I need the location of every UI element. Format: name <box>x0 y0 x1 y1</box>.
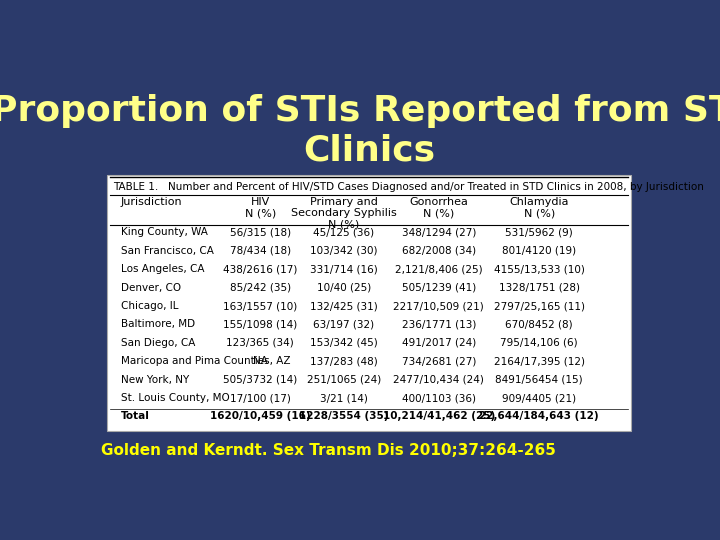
Text: Gonorrhea
N (%): Gonorrhea N (%) <box>409 197 468 218</box>
Text: 236/1771 (13): 236/1771 (13) <box>402 320 476 329</box>
Text: 10/40 (25): 10/40 (25) <box>317 282 371 293</box>
Text: 531/5962 (9): 531/5962 (9) <box>505 227 573 238</box>
Text: 909/4405 (21): 909/4405 (21) <box>502 393 576 403</box>
Text: 438/2616 (17): 438/2616 (17) <box>223 264 297 274</box>
Text: Total: Total <box>121 411 150 421</box>
Text: Denver, CO: Denver, CO <box>121 282 181 293</box>
Text: 505/3732 (14): 505/3732 (14) <box>223 375 297 384</box>
Text: HIV
N (%): HIV N (%) <box>245 197 276 218</box>
Text: Chicago, IL: Chicago, IL <box>121 301 178 311</box>
Text: 163/1557 (10): 163/1557 (10) <box>223 301 297 311</box>
Text: St. Louis County, MO: St. Louis County, MO <box>121 393 230 403</box>
Text: TABLE 1.   Number and Percent of HIV/STD Cases Diagnosed and/or Treated in STD C: TABLE 1. Number and Percent of HIV/STD C… <box>114 183 704 192</box>
Text: 1328/1751 (28): 1328/1751 (28) <box>499 282 580 293</box>
Text: San Francisco, CA: San Francisco, CA <box>121 246 214 256</box>
Text: 45/125 (36): 45/125 (36) <box>313 227 374 238</box>
Text: 682/2008 (34): 682/2008 (34) <box>402 246 476 256</box>
Text: Baltimore, MD: Baltimore, MD <box>121 320 195 329</box>
Text: 1620/10,459 (16): 1620/10,459 (16) <box>210 411 310 421</box>
Text: Jurisdiction: Jurisdiction <box>121 197 182 207</box>
Text: 63/197 (32): 63/197 (32) <box>313 320 374 329</box>
Text: 155/1098 (14): 155/1098 (14) <box>223 320 297 329</box>
Text: 22,644/184,643 (12): 22,644/184,643 (12) <box>480 411 599 421</box>
Text: 2797/25,165 (11): 2797/25,165 (11) <box>494 301 585 311</box>
Text: 137/283 (48): 137/283 (48) <box>310 356 378 366</box>
Text: 103/342 (30): 103/342 (30) <box>310 246 377 256</box>
Text: 348/1294 (27): 348/1294 (27) <box>402 227 476 238</box>
Text: Primary and
Secondary Syphilis
N (%): Primary and Secondary Syphilis N (%) <box>291 197 397 230</box>
Text: 2164/17,395 (12): 2164/17,395 (12) <box>494 356 585 366</box>
Text: 2,121/8,406 (25): 2,121/8,406 (25) <box>395 264 482 274</box>
Text: 153/342 (45): 153/342 (45) <box>310 338 378 348</box>
Text: 85/242 (35): 85/242 (35) <box>230 282 291 293</box>
Text: 670/8452 (8): 670/8452 (8) <box>505 320 573 329</box>
Text: 10,214/41,462 (25): 10,214/41,462 (25) <box>382 411 495 421</box>
Text: 801/4120 (19): 801/4120 (19) <box>502 246 576 256</box>
Text: 331/714 (16): 331/714 (16) <box>310 264 378 274</box>
Text: 734/2681 (27): 734/2681 (27) <box>402 356 476 366</box>
Text: 400/1103 (36): 400/1103 (36) <box>402 393 476 403</box>
Text: 8491/56454 (15): 8491/56454 (15) <box>495 375 583 384</box>
Text: 795/14,106 (6): 795/14,106 (6) <box>500 338 578 348</box>
Text: 251/1065 (24): 251/1065 (24) <box>307 375 381 384</box>
Text: 2217/10,509 (21): 2217/10,509 (21) <box>393 301 484 311</box>
Text: 1228/3554 (35): 1228/3554 (35) <box>299 411 389 421</box>
Text: Chlamydia
N (%): Chlamydia N (%) <box>510 197 569 218</box>
Text: Maricopa and Pima Counties, AZ: Maricopa and Pima Counties, AZ <box>121 356 290 366</box>
Text: 505/1239 (41): 505/1239 (41) <box>402 282 476 293</box>
Text: NA: NA <box>253 356 268 366</box>
Text: 123/365 (34): 123/365 (34) <box>226 338 294 348</box>
FancyBboxPatch shape <box>107 175 631 431</box>
Text: 491/2017 (24): 491/2017 (24) <box>402 338 476 348</box>
Text: 56/315 (18): 56/315 (18) <box>230 227 291 238</box>
Text: Proportion of STIs Reported from STI
Clinics: Proportion of STIs Reported from STI Cli… <box>0 94 720 167</box>
Text: San Diego, CA: San Diego, CA <box>121 338 195 348</box>
Text: 132/425 (31): 132/425 (31) <box>310 301 378 311</box>
Text: King County, WA: King County, WA <box>121 227 207 238</box>
Text: 17/100 (17): 17/100 (17) <box>230 393 291 403</box>
Text: 2477/10,434 (24): 2477/10,434 (24) <box>393 375 484 384</box>
Text: Los Angeles, CA: Los Angeles, CA <box>121 264 204 274</box>
Text: Golden and Kerndt. Sex Transm Dis 2010;37:264-265: Golden and Kerndt. Sex Transm Dis 2010;3… <box>101 443 556 458</box>
Text: 78/434 (18): 78/434 (18) <box>230 246 291 256</box>
Text: 4155/13,533 (10): 4155/13,533 (10) <box>494 264 585 274</box>
Text: 3/21 (14): 3/21 (14) <box>320 393 368 403</box>
Text: New York, NY: New York, NY <box>121 375 189 384</box>
